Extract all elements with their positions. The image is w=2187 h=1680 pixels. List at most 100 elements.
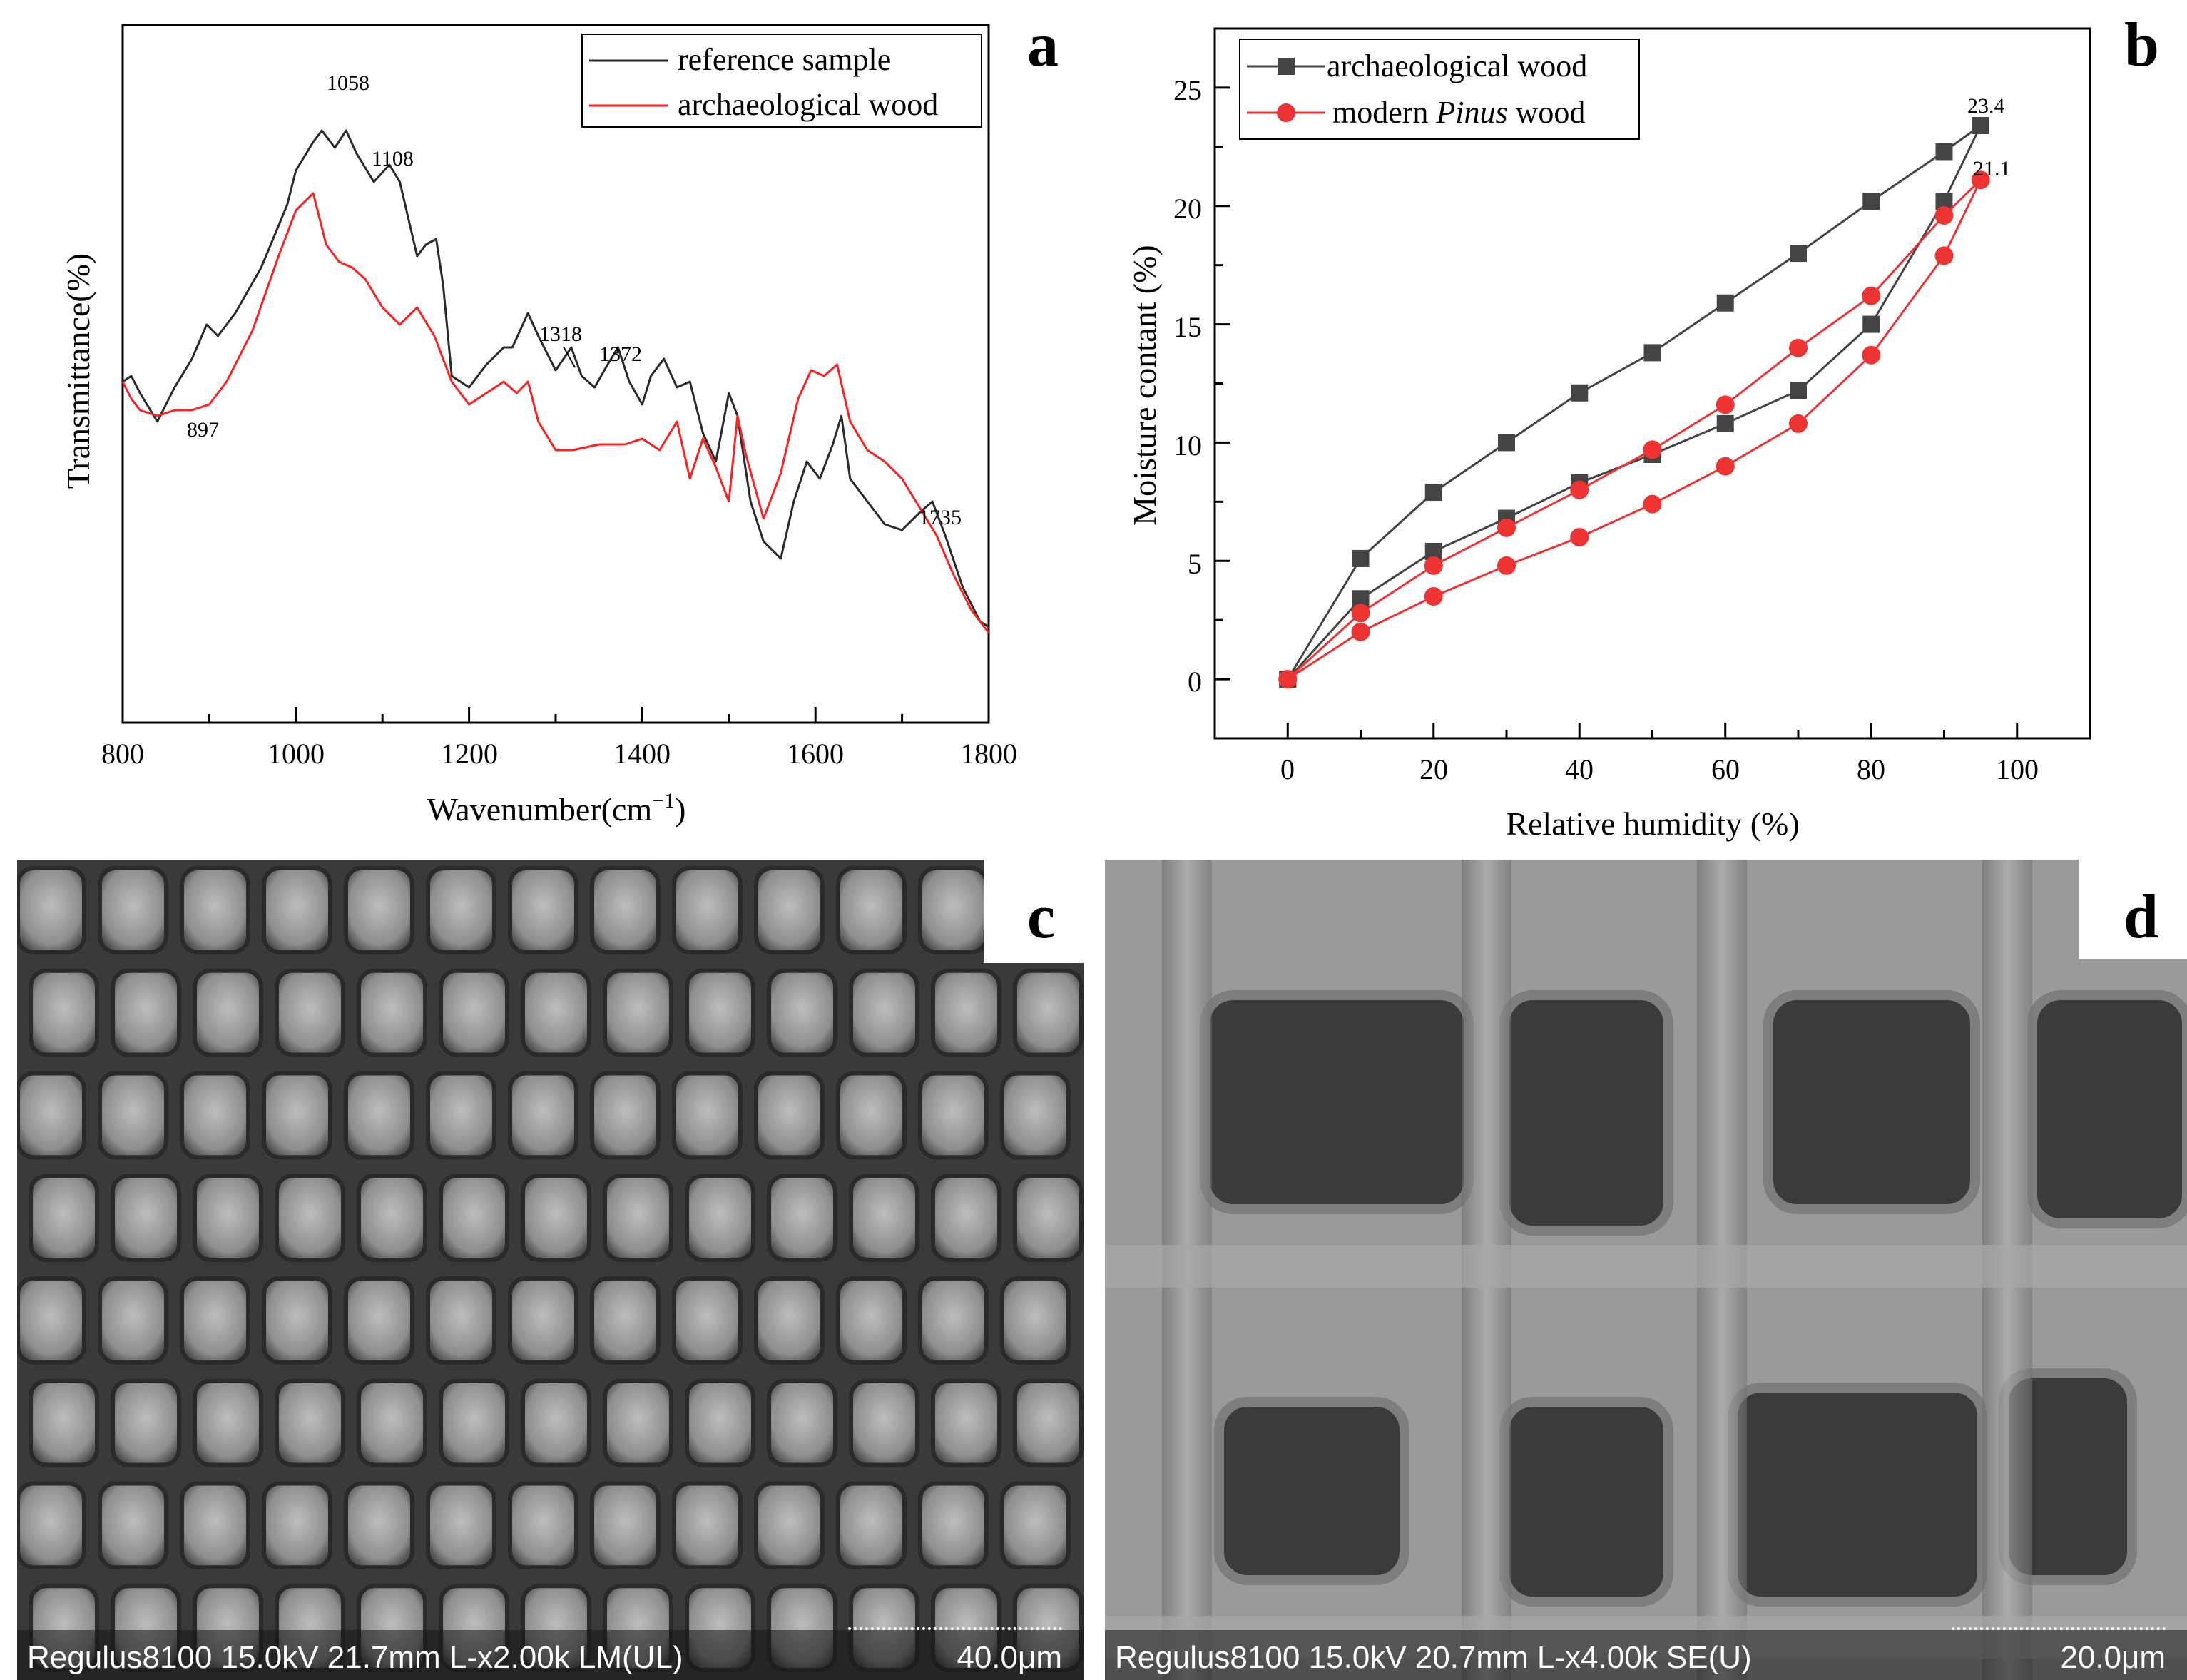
wood-cell bbox=[590, 1276, 661, 1365]
wood-cell bbox=[180, 1276, 250, 1365]
wood-cell bbox=[98, 1071, 168, 1160]
panel-label-box bbox=[984, 860, 1084, 963]
wood-cell bbox=[439, 968, 509, 1057]
wood-cell bbox=[767, 1174, 837, 1262]
annotation-1318-leader bbox=[563, 346, 576, 368]
wood-cell bbox=[111, 968, 181, 1057]
y-axis-label: Transmittance(%) bbox=[60, 253, 96, 489]
wood-cell bbox=[344, 1276, 414, 1365]
legend-label-reference: reference sample bbox=[678, 42, 891, 77]
wood-cell bbox=[17, 1276, 86, 1365]
wood-cell bbox=[344, 1481, 414, 1570]
wood-cell bbox=[439, 1378, 509, 1467]
data-point-circle bbox=[1643, 440, 1662, 459]
x-tick-label: 20 bbox=[1419, 753, 1448, 785]
wood-cell bbox=[754, 1071, 825, 1160]
wood-cell bbox=[754, 1276, 825, 1365]
wood-cell bbox=[672, 866, 743, 954]
annotation-1108: 1108 bbox=[372, 147, 414, 170]
wood-cell bbox=[111, 1378, 181, 1467]
legend-marker-circle bbox=[1277, 103, 1295, 122]
cell-lumen bbox=[1763, 990, 1980, 1214]
cell-lumen bbox=[1214, 1397, 1409, 1585]
x-tick-label: 1000 bbox=[267, 738, 325, 770]
sem-texture-c bbox=[17, 860, 1084, 1680]
wood-cell bbox=[1000, 1276, 1071, 1365]
data-point-circle bbox=[1716, 457, 1735, 476]
wood-cell bbox=[590, 866, 661, 954]
wood-cell bbox=[521, 1378, 591, 1467]
data-point-circle bbox=[1351, 622, 1370, 641]
wood-cell bbox=[17, 1481, 86, 1570]
wood-cell bbox=[508, 1276, 578, 1365]
wood-cell bbox=[685, 968, 755, 1057]
data-point-circle bbox=[1570, 528, 1589, 547]
sem-info-bar bbox=[17, 1630, 1084, 1680]
data-point-square bbox=[1972, 116, 1989, 134]
wood-cell bbox=[426, 866, 496, 954]
wood-cell bbox=[98, 1276, 168, 1365]
wood-cell bbox=[603, 1378, 673, 1467]
wood-cell bbox=[836, 866, 907, 954]
wood-cell bbox=[590, 1481, 661, 1570]
wood-cell bbox=[344, 866, 414, 954]
x-tick-label: 1600 bbox=[787, 738, 844, 770]
wood-cell bbox=[426, 1481, 496, 1570]
wood-cell bbox=[439, 1174, 509, 1262]
legend-b: archaeological wood modern Pinus wood bbox=[1239, 39, 1640, 140]
data-point-circle bbox=[1789, 338, 1808, 357]
panel-label-box bbox=[2079, 860, 2187, 959]
wood-cell bbox=[262, 1481, 332, 1570]
data-point-circle bbox=[1789, 414, 1808, 433]
scale-label: 40.0μm bbox=[957, 1640, 1062, 1675]
annotation-23-4: 23.4 bbox=[1967, 94, 2005, 118]
data-point-square bbox=[1498, 434, 1515, 452]
annotation-1735: 1735 bbox=[919, 506, 962, 529]
data-point-square bbox=[1935, 143, 1953, 161]
wood-cell bbox=[357, 1174, 427, 1262]
x-tick-label: 1800 bbox=[960, 738, 1017, 770]
wood-cell bbox=[1013, 1378, 1084, 1467]
wood-cell bbox=[29, 1174, 99, 1262]
wood-cell bbox=[508, 1071, 578, 1160]
data-point-square bbox=[1862, 315, 1880, 333]
panel-label-d: d bbox=[2124, 882, 2158, 952]
data-point-circle bbox=[1497, 556, 1516, 575]
cell-lumen bbox=[1499, 1397, 1673, 1607]
wood-cell bbox=[262, 866, 332, 954]
wood-cell bbox=[754, 866, 825, 954]
wood-cell bbox=[1013, 968, 1084, 1057]
sem-image-d: Regulus8100 15.0kV 20.7mm L-x4.00k SE(U)… bbox=[1105, 860, 2187, 1680]
wood-cell bbox=[685, 1378, 755, 1467]
cell-lumen bbox=[2027, 990, 2187, 1228]
panel-label-c: c bbox=[1026, 882, 1055, 952]
data-point-square bbox=[1790, 245, 1807, 263]
x-tick-label: 1400 bbox=[613, 738, 671, 770]
wood-cell bbox=[931, 1378, 1001, 1467]
annotation-21-1: 21.1 bbox=[1973, 157, 2011, 180]
data-point-square bbox=[1352, 549, 1370, 567]
cell-lumen bbox=[1200, 990, 1474, 1214]
wood-cell bbox=[931, 1174, 1001, 1262]
wood-cell bbox=[590, 1071, 661, 1160]
x-axis-label: Wavenumber(cm−1) bbox=[427, 789, 686, 828]
plot-frame-a bbox=[121, 24, 990, 724]
annotation-1372: 1372 bbox=[599, 342, 642, 366]
series-line-modern bbox=[1287, 179, 1982, 681]
wood-cell bbox=[672, 1276, 743, 1365]
data-point-square bbox=[1716, 414, 1734, 432]
wood-cell bbox=[29, 1378, 99, 1467]
wood-cell bbox=[180, 1071, 250, 1160]
wood-cell bbox=[1000, 1071, 1071, 1160]
annotation-1058: 1058 bbox=[327, 71, 369, 95]
wood-cell bbox=[193, 1174, 263, 1262]
data-point-circle bbox=[1934, 246, 1954, 265]
y-tick-label: 15 bbox=[1173, 311, 1202, 343]
wood-cell bbox=[672, 1481, 743, 1570]
panel-label-b: b bbox=[2124, 11, 2159, 80]
wood-cell bbox=[275, 1174, 345, 1262]
cell-lumen bbox=[1728, 1383, 1987, 1607]
data-point-square bbox=[1424, 484, 1442, 502]
wood-cell bbox=[1000, 1481, 1071, 1570]
x-tick-label: 80 bbox=[1857, 753, 1885, 785]
